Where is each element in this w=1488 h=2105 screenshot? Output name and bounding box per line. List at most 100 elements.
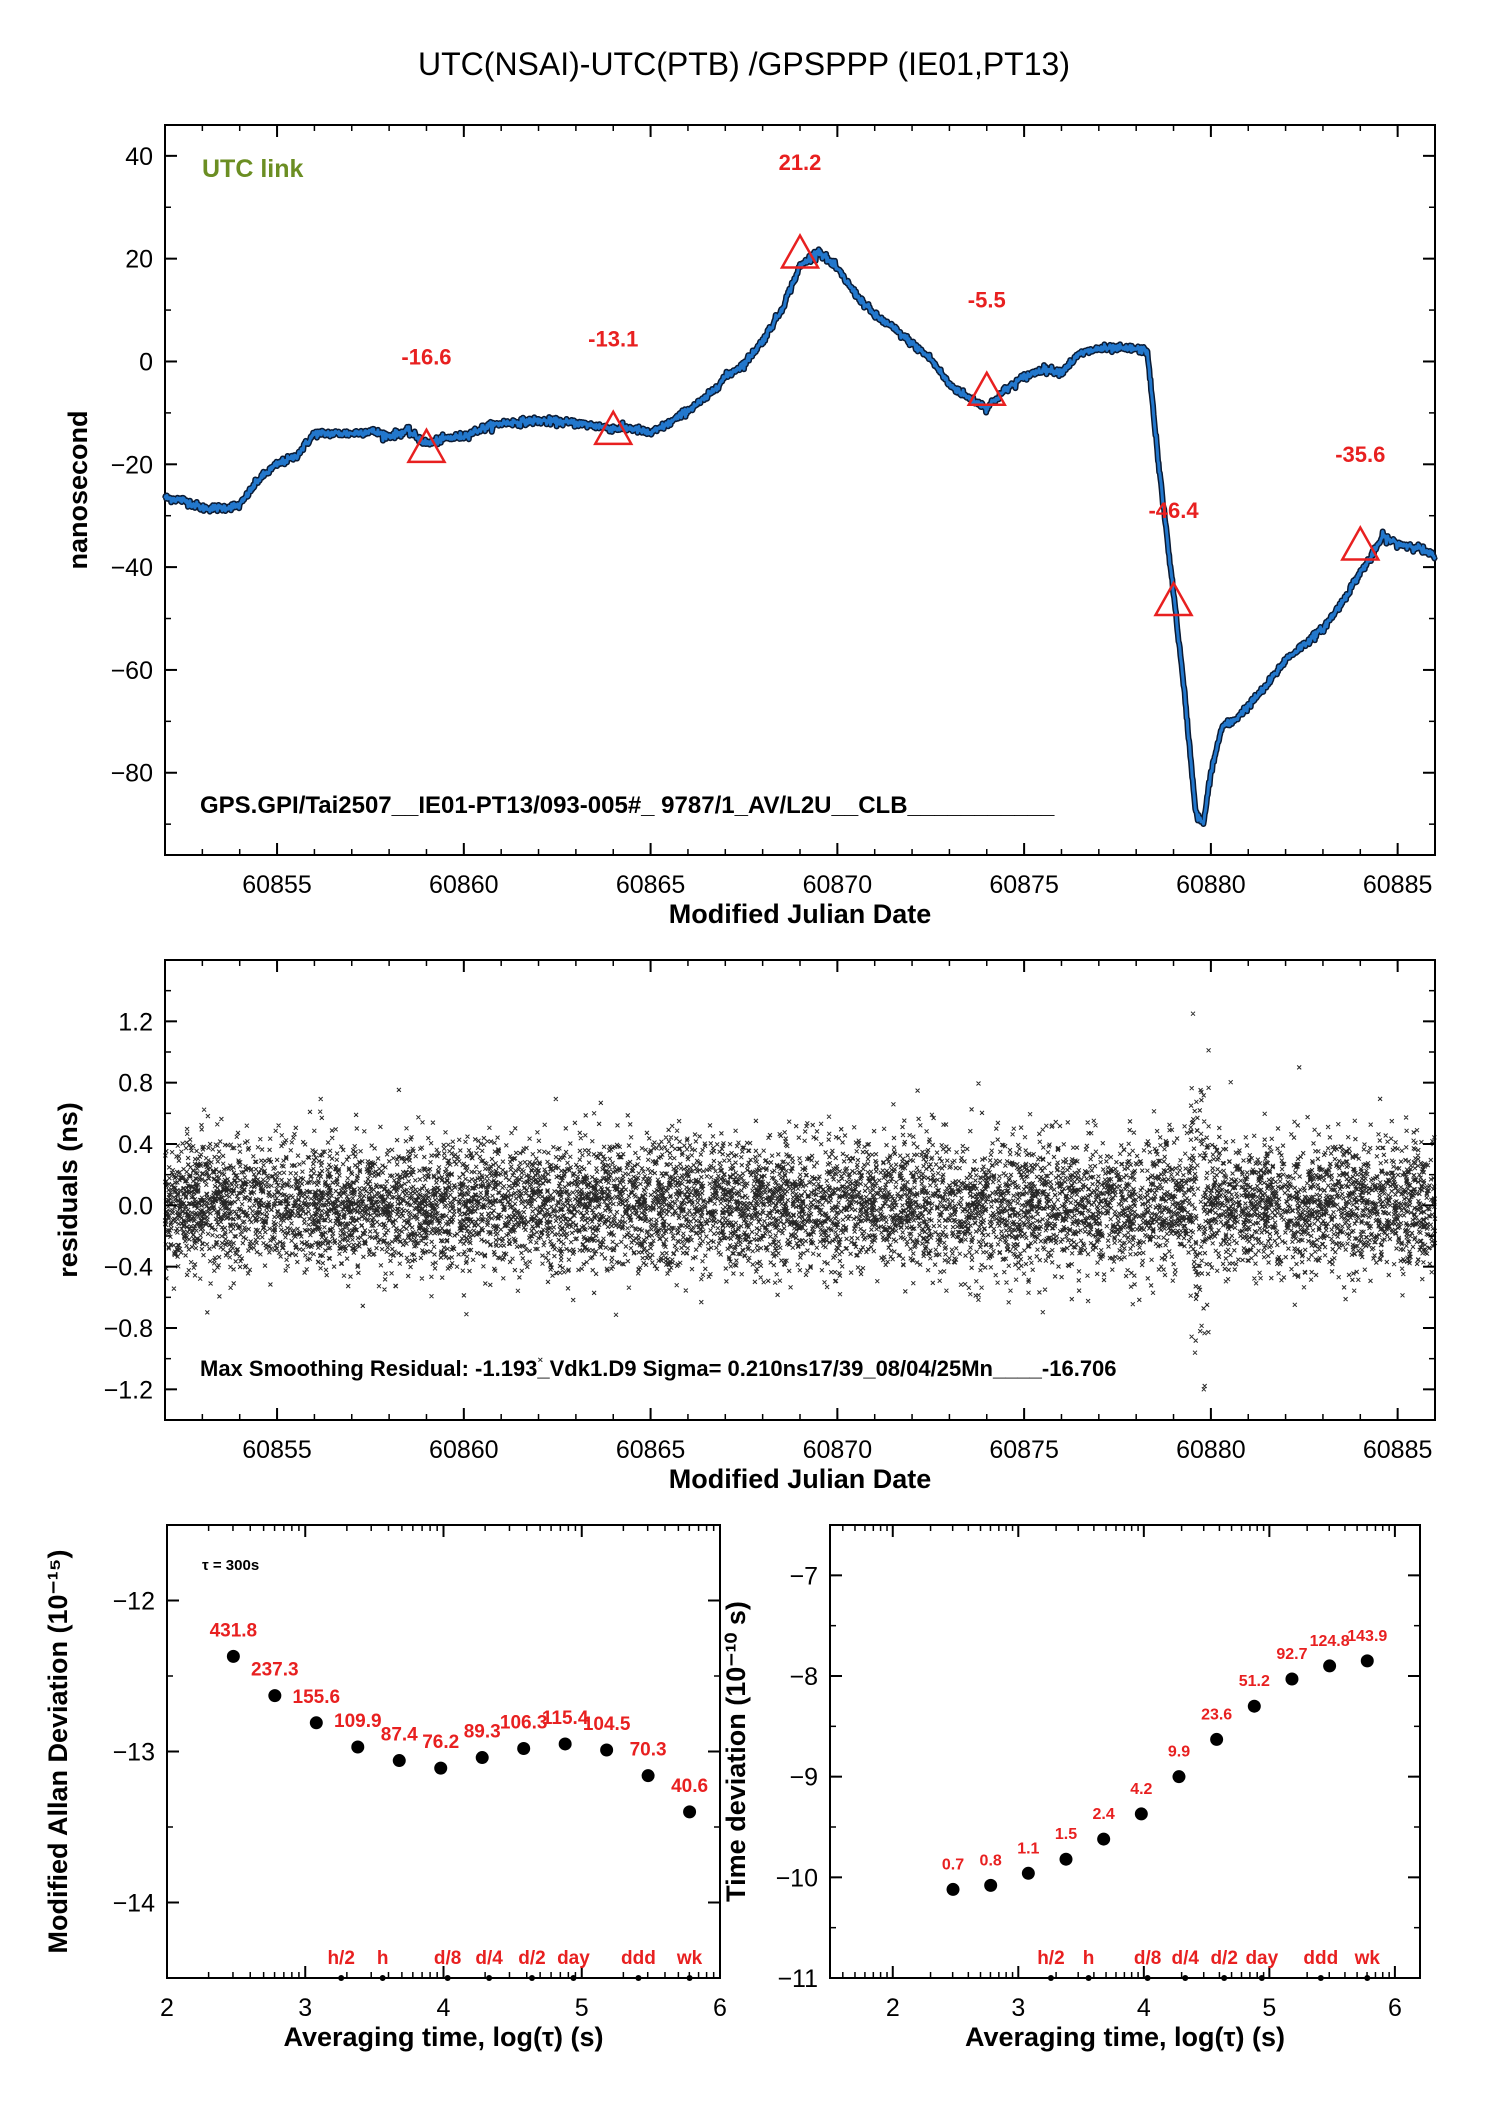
utc-link-legend: UTC link bbox=[202, 155, 303, 183]
residuals-x-tick-label: 60855 bbox=[242, 1436, 312, 1464]
mdev-tau-marker bbox=[686, 1975, 693, 1981]
mdev-point-label: 87.4 bbox=[381, 1725, 418, 1746]
offset-x-tick-label: 60855 bbox=[242, 871, 312, 899]
mdev-data-point bbox=[309, 1716, 323, 1730]
mdev-data-point bbox=[392, 1754, 406, 1768]
tdev-x-tick-label: 4 bbox=[1137, 1994, 1151, 2022]
residuals-footer-text: Max Smoothing Residual: -1.193_Vdk1.D9 S… bbox=[200, 1356, 1117, 1381]
mdev-point-label: 40.6 bbox=[671, 1776, 708, 1797]
mdev-tau-marker-label: d/4 bbox=[475, 1948, 503, 1969]
offset-y-tick-label: 40 bbox=[125, 143, 153, 171]
mdev-point-label: 237.3 bbox=[251, 1660, 299, 1681]
offset-x-axis-label: Modified Julian Date bbox=[669, 899, 932, 929]
offset-y-tick-label: 20 bbox=[125, 246, 153, 274]
mdev-tau-marker-label: h/2 bbox=[327, 1948, 354, 1969]
tdev-data-point bbox=[984, 1878, 998, 1892]
mdev-tau-marker-label: d/2 bbox=[518, 1948, 545, 1969]
mdev-data-point bbox=[226, 1649, 240, 1663]
mdev-data-point bbox=[434, 1761, 448, 1775]
tdev-tau-marker-label: ddd bbox=[1303, 1948, 1338, 1969]
residual-points bbox=[162, 1011, 1438, 1392]
offset-x-tick-label: 60870 bbox=[803, 871, 873, 899]
offset-annotation-label: -5.5 bbox=[968, 288, 1006, 313]
mdev-tau-marker bbox=[528, 1975, 535, 1981]
residuals-y-tick-label: 0.8 bbox=[118, 1070, 153, 1098]
mdev-data-point bbox=[641, 1769, 655, 1783]
tdev-data-point bbox=[1134, 1807, 1148, 1821]
offset-y-tick-label: −40 bbox=[111, 554, 153, 582]
tdev-y-axis-label: Time deviation (10⁻¹⁰ s) bbox=[721, 1601, 751, 1902]
mdev-tau-marker bbox=[570, 1975, 577, 1981]
residuals-x-tick-label: 60865 bbox=[616, 1436, 686, 1464]
mdev-y-axis-label: Modified Allan Deviation (10⁻¹⁵) bbox=[43, 1550, 73, 1954]
mdev-point-label: 70.3 bbox=[630, 1740, 667, 1761]
clock-offset-chart: 60855 60860 60865 60870 60875 60880 60885 40 20 0… bbox=[63, 124, 1438, 929]
mdev-x-axis-label: Averaging time, log(τ) (s) bbox=[283, 2022, 603, 2052]
tdev-data-point bbox=[1172, 1770, 1186, 1784]
mdev-data-point bbox=[558, 1737, 572, 1751]
offset-annotation-marker bbox=[406, 427, 447, 464]
tdev-point-label: 4.2 bbox=[1130, 1781, 1152, 1798]
offset-annotation-marker bbox=[779, 232, 821, 269]
mdev-x-tick-label: 5 bbox=[575, 1994, 589, 2022]
offset-footer-text: GPS.GPI/Tai2507__IE01-PT13/093-005#_ 978… bbox=[200, 792, 1055, 819]
offset-x-tick-label: 60860 bbox=[429, 871, 499, 899]
mdev-tau-marker-label: wk bbox=[676, 1948, 703, 1969]
tdev-data-point bbox=[1059, 1852, 1073, 1866]
tdev-tau-marker-label: h/2 bbox=[1037, 1948, 1064, 1969]
residuals-y-tick-label: −0.8 bbox=[104, 1315, 153, 1343]
tdev-data-point bbox=[1360, 1654, 1374, 1668]
modified-allan-deviation-chart: 2 3 4 5 6 −12 −13 −14 Averaging time, log(τ) (s)… bbox=[43, 1524, 727, 2052]
mdev-tau-marker bbox=[338, 1975, 345, 1981]
tdev-tau-marker bbox=[1221, 1975, 1228, 1981]
page-title: UTC(NSAI)-UTC(PTB) /GPSPPP (IE01,PT13) bbox=[418, 46, 1070, 82]
tdev-y-tick-label: −11 bbox=[777, 1965, 818, 1993]
residuals-y-tick-label: −0.4 bbox=[104, 1254, 153, 1282]
time-deviation-chart: 2 3 4 5 6 −7 −8 −9 −10 −11 Averaging time, log(τ) … bbox=[721, 1524, 1421, 2052]
mdev-tau-marker bbox=[486, 1975, 493, 1981]
tdev-x-tick-label: 3 bbox=[1011, 1994, 1025, 2022]
tdev-tau-marker-label: d/2 bbox=[1210, 1948, 1237, 1969]
tdev-tau-marker bbox=[1364, 1975, 1371, 1981]
mdev-y-tick-label: −12 bbox=[113, 1588, 155, 1616]
offset-annotation-label: -46.4 bbox=[1148, 498, 1199, 523]
mdev-tau-marker bbox=[635, 1975, 642, 1981]
offset-annotation-marker bbox=[593, 409, 634, 446]
tdev-tau-marker bbox=[1144, 1975, 1151, 1981]
tdev-point-label: 23.6 bbox=[1201, 1706, 1232, 1723]
tdev-y-tick-label: −10 bbox=[776, 1864, 818, 1892]
tdev-tau-marker-label: wk bbox=[1354, 1948, 1381, 1969]
tdev-x-tick-label: 2 bbox=[886, 1994, 900, 2022]
mdev-tau-marker bbox=[379, 1975, 386, 1981]
mdev-tau-marker-label: h bbox=[377, 1948, 389, 1969]
residuals-x-axis-label: Modified Julian Date bbox=[669, 1464, 932, 1494]
offset-annotation-label: -13.1 bbox=[588, 327, 638, 352]
tdev-tau-marker bbox=[1182, 1975, 1189, 1981]
tdev-tau-marker-label: d/8 bbox=[1134, 1948, 1161, 1969]
mdev-data-point bbox=[351, 1740, 365, 1754]
tdev-point-label: 2.4 bbox=[1093, 1806, 1115, 1823]
tdev-point-label: 0.7 bbox=[942, 1856, 964, 1873]
mdev-point-label: 109.9 bbox=[334, 1711, 382, 1732]
mdev-tau-marker bbox=[444, 1975, 451, 1981]
tdev-x-tick-label: 5 bbox=[1262, 1994, 1276, 2022]
tdev-x-tick-label: 6 bbox=[1388, 1994, 1402, 2022]
tdev-tau-marker-label: h bbox=[1083, 1948, 1095, 1969]
offset-y-tick-label: −80 bbox=[111, 760, 153, 788]
residuals-y-axis-label: residuals (ns) bbox=[53, 1102, 83, 1278]
tdev-plot-frame bbox=[829, 1524, 1421, 1979]
tdev-data-point bbox=[1097, 1832, 1111, 1846]
mdev-tau-marker-label: d/8 bbox=[434, 1948, 461, 1969]
tdev-y-tick-label: −9 bbox=[789, 1764, 818, 1792]
mdev-point-label: 104.5 bbox=[583, 1714, 631, 1735]
mdev-data-point bbox=[268, 1689, 282, 1703]
tdev-point-label: 92.7 bbox=[1276, 1646, 1307, 1663]
mdev-y-tick-label: −13 bbox=[113, 1739, 155, 1767]
tdev-data-point bbox=[1210, 1732, 1224, 1746]
offset-annotation-marker bbox=[966, 370, 1007, 407]
tdev-data-point bbox=[1247, 1699, 1261, 1713]
residuals-x-tick-label: 60885 bbox=[1363, 1436, 1433, 1464]
mdev-x-tick-label: 4 bbox=[437, 1994, 451, 2022]
tdev-point-label: 9.9 bbox=[1168, 1744, 1190, 1761]
